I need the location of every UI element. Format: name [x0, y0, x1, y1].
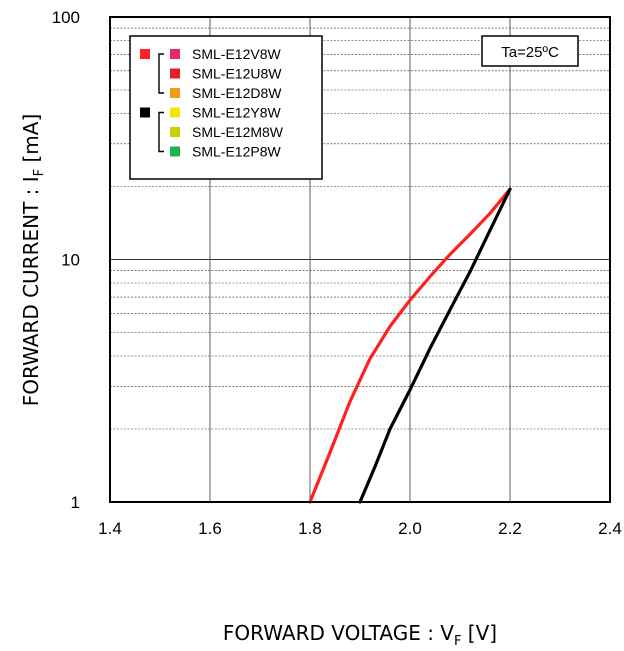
legend-label: SML-E12U8W	[192, 66, 282, 82]
x-axis-label: FORWARD VOLTAGE : V	[223, 621, 454, 645]
y-axis-label-sub: F	[32, 169, 47, 176]
legend-bracket	[158, 111, 164, 153]
legend-swatch	[170, 88, 180, 98]
legend-label: SML-E12Y8W	[192, 105, 281, 121]
legend: SML-E12V8W SML-E12U8W SML-E12D8W SML-E12Y8W…	[129, 35, 323, 180]
x-tick-label: 2.4	[598, 519, 622, 538]
legend-label: SML-E12D8W	[192, 85, 282, 101]
series-line-1	[358, 187, 512, 504]
y-tick-label: 1	[71, 493, 80, 512]
legend-group-marker	[140, 49, 150, 59]
legend-label: SML-E12P8W	[192, 144, 281, 160]
x-tick-label: 1.4	[98, 519, 122, 538]
x-tick-label: 1.6	[198, 519, 222, 538]
legend-swatch	[170, 127, 180, 137]
annotation-box	[481, 35, 579, 67]
legend-swatch	[170, 146, 180, 157]
series-line-0	[308, 187, 512, 504]
legend-swatch	[170, 49, 180, 59]
legend-bracket	[158, 53, 164, 94]
y-tick-label: 100	[52, 8, 80, 27]
legend-group-marker	[140, 107, 150, 118]
plot-frame	[109, 16, 611, 503]
x-tick-label: 2.0	[398, 519, 422, 538]
legend-swatch	[170, 68, 180, 79]
legend-box	[129, 35, 323, 180]
x-axis-label-sub: F	[454, 634, 461, 649]
x-axis-label-unit: [V]	[461, 621, 497, 645]
y-axis-label-unit: [mA]	[19, 114, 43, 169]
series-layer	[308, 187, 512, 504]
y-tick-labels: 1 10 100	[52, 8, 80, 512]
y-tick-label: 10	[61, 251, 80, 270]
x-tick-label: 1.8	[298, 519, 322, 538]
x-tick-labels: 1.4 1.6 1.8 2.0 2.2 2.4	[98, 519, 622, 538]
annotation-text: Ta=25ºC	[501, 44, 559, 61]
legend-swatch	[170, 107, 180, 118]
x-tick-label: 2.2	[498, 519, 522, 538]
legend-label: SML-E12V8W	[192, 46, 281, 62]
x-axis-title: FORWARD VOLTAGE : VF [V]	[223, 621, 497, 649]
legend-label: SML-E12M8W	[192, 124, 284, 140]
y-axis-label: FORWARD CURRENT : I	[19, 176, 43, 406]
temperature-annotation: Ta=25ºC	[481, 35, 579, 67]
y-axis-title: FORWARD CURRENT : IF [mA]	[19, 114, 47, 407]
